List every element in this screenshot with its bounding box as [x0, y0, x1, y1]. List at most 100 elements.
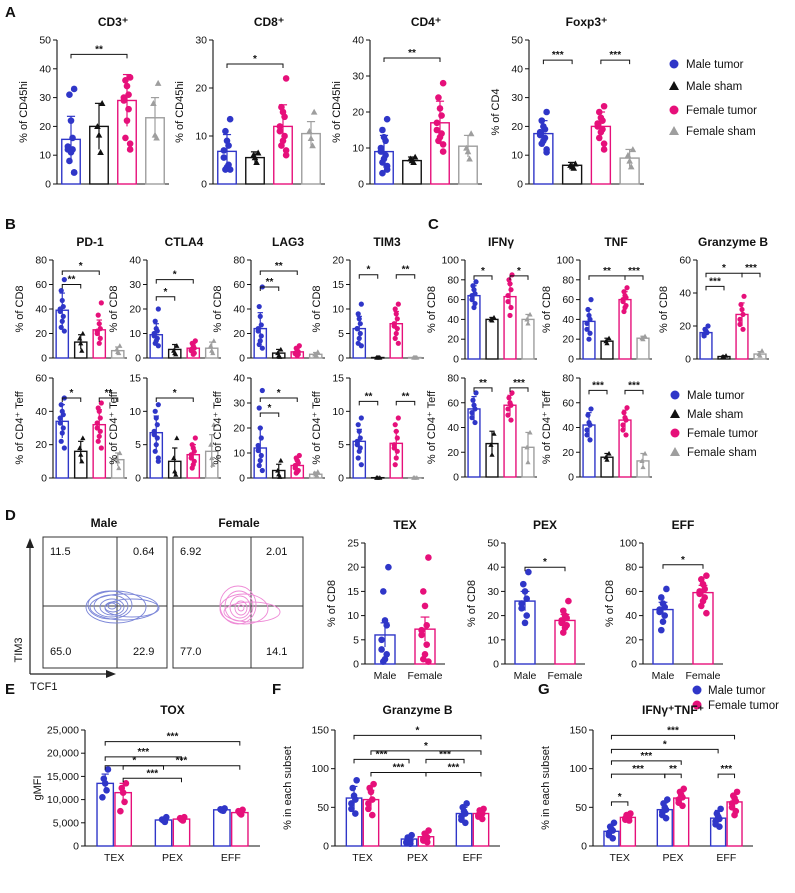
- data-point: [472, 300, 478, 307]
- data-point: [600, 146, 608, 153]
- data-point: [425, 658, 432, 665]
- y-tick-label: 20: [352, 107, 364, 119]
- y-tick-label: 60: [447, 397, 459, 409]
- chart-title: Granzyme B: [698, 235, 768, 249]
- data-point: [67, 117, 75, 124]
- data-point: [587, 437, 593, 443]
- data-point: [256, 341, 262, 348]
- y-tick-label: 20,000: [47, 748, 79, 760]
- y-tick-label: 100: [441, 255, 459, 267]
- legend-swatch-male-tumor: [670, 390, 680, 400]
- chart-title: CD8⁺: [254, 15, 284, 29]
- data-point: [435, 137, 442, 145]
- data-point: [439, 148, 447, 155]
- legend-panel-a: Male tumor Male sham Female tumor Female…: [669, 59, 757, 138]
- y-tick-label: 0: [239, 353, 245, 365]
- data-point: [173, 351, 179, 357]
- data-point: [393, 311, 399, 317]
- significance-label: *: [253, 54, 257, 65]
- data-point: [418, 631, 425, 639]
- data-point: [395, 301, 401, 307]
- y-tick-label: 30: [39, 92, 51, 104]
- data-point: [438, 112, 445, 119]
- data-point: [94, 330, 100, 337]
- data-point: [701, 585, 708, 593]
- data-point: [80, 435, 86, 441]
- y-axis-label: % of CD4⁺ Teff: [541, 390, 553, 464]
- data-point: [189, 465, 195, 471]
- data-point: [70, 169, 78, 176]
- data-point: [609, 834, 617, 842]
- data-point: [738, 301, 744, 308]
- data-point: [379, 159, 386, 166]
- significance-bracket: [122, 777, 182, 783]
- data-point: [621, 289, 627, 295]
- data-point: [604, 340, 610, 346]
- data-point: [420, 655, 427, 663]
- y-tick-label: 0: [631, 659, 637, 671]
- data-point: [642, 450, 648, 456]
- significance-bracket: [610, 760, 682, 765]
- data-point: [95, 438, 101, 444]
- significance-bracket: [425, 772, 482, 777]
- data-point: [377, 148, 385, 155]
- y-tick-label: 40: [233, 373, 245, 385]
- data-point: [307, 135, 315, 142]
- y-tick-label: 60: [562, 397, 574, 409]
- data-point: [365, 800, 372, 807]
- data-point: [740, 326, 746, 332]
- data-point: [152, 318, 158, 324]
- data-point: [60, 412, 66, 418]
- data-point: [78, 340, 84, 346]
- data-point: [594, 123, 601, 130]
- data-point: [153, 415, 159, 421]
- chart-title: CD3⁺: [98, 15, 128, 29]
- data-point: [508, 304, 514, 311]
- significance-label: ***: [167, 732, 179, 743]
- data-point: [126, 146, 134, 153]
- data-point: [469, 410, 475, 416]
- data-point: [122, 134, 129, 142]
- x-tick-label: Female: [547, 670, 582, 682]
- y-tick-label: 50: [511, 35, 523, 47]
- significance-bracket: [509, 275, 529, 280]
- data-point: [98, 300, 104, 306]
- data-point: [471, 304, 477, 311]
- data-point: [521, 588, 529, 595]
- significance-label: ***: [720, 764, 732, 775]
- data-point: [61, 277, 67, 283]
- data-point: [721, 354, 727, 360]
- data-point: [151, 432, 157, 438]
- data-point: [257, 425, 263, 431]
- y-tick-label: 40: [129, 255, 141, 267]
- data-point: [658, 626, 665, 634]
- data-point: [640, 336, 646, 342]
- data-point: [421, 602, 429, 610]
- data-point: [469, 415, 475, 421]
- data-point: [354, 326, 360, 332]
- significance-label: *: [424, 741, 428, 752]
- chart-title: TEX: [393, 518, 416, 532]
- y-tick-label: 0: [338, 473, 344, 485]
- data-point: [259, 345, 265, 351]
- y-tick-label: 10,000: [47, 794, 79, 806]
- chart-d2: 0 10 20 30 40 50 % of CD8 PEX Male Female *: [466, 518, 585, 682]
- data-point: [642, 333, 648, 339]
- significance-label: ***: [745, 263, 757, 274]
- data-point: [355, 422, 361, 428]
- legend-swatch-male-sham: [669, 81, 679, 90]
- data-point: [179, 817, 187, 824]
- y-tick-label: 0: [41, 473, 47, 485]
- significance-label: *: [543, 557, 547, 568]
- significance-label: **: [275, 261, 283, 272]
- data-point: [192, 435, 198, 441]
- data-point: [69, 134, 76, 142]
- chart-b8: 0 5 10 15 % of CD4⁺ Teff ** **: [311, 373, 424, 485]
- significance-label: ***: [176, 756, 188, 767]
- data-point: [623, 417, 629, 423]
- data-point: [585, 306, 591, 313]
- y-axis-label: % of CD8: [14, 285, 26, 332]
- data-point: [423, 838, 431, 846]
